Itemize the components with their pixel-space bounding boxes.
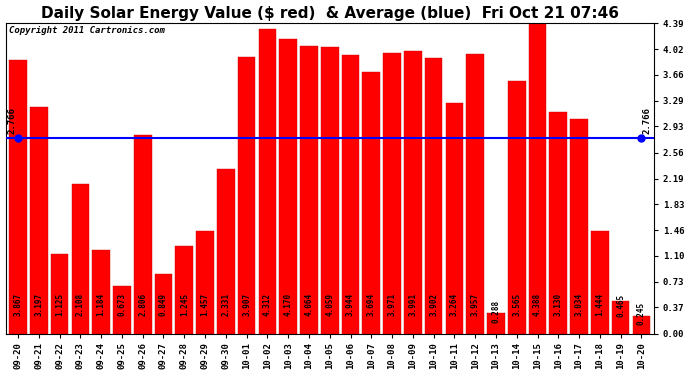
Text: 0.245: 0.245 bbox=[637, 302, 646, 325]
Bar bbox=[51, 254, 68, 333]
Text: 3.991: 3.991 bbox=[408, 293, 417, 316]
Text: 0.849: 0.849 bbox=[159, 293, 168, 316]
Text: 4.312: 4.312 bbox=[263, 293, 272, 316]
Text: 2.766: 2.766 bbox=[8, 108, 17, 134]
Text: 2.331: 2.331 bbox=[221, 293, 230, 316]
Bar bbox=[259, 28, 276, 333]
Bar bbox=[30, 108, 48, 333]
Bar bbox=[9, 60, 27, 333]
Text: Copyright 2011 Cartronics.com: Copyright 2011 Cartronics.com bbox=[9, 26, 165, 35]
Text: 4.170: 4.170 bbox=[284, 293, 293, 316]
Text: 1.125: 1.125 bbox=[55, 293, 64, 316]
Text: 1.457: 1.457 bbox=[201, 293, 210, 316]
Text: 3.907: 3.907 bbox=[242, 293, 251, 316]
Bar bbox=[113, 286, 131, 333]
Bar bbox=[175, 246, 193, 333]
Bar bbox=[591, 231, 609, 333]
Text: 1.184: 1.184 bbox=[97, 293, 106, 316]
Text: 3.034: 3.034 bbox=[575, 293, 584, 316]
Bar bbox=[487, 313, 505, 333]
Bar bbox=[92, 250, 110, 333]
Bar bbox=[425, 58, 442, 333]
Text: 3.197: 3.197 bbox=[34, 293, 43, 316]
Bar bbox=[342, 55, 359, 333]
Text: 3.867: 3.867 bbox=[14, 293, 23, 316]
Text: 4.064: 4.064 bbox=[304, 293, 313, 316]
Bar bbox=[279, 39, 297, 333]
Text: 2.766: 2.766 bbox=[642, 108, 651, 134]
Bar bbox=[72, 184, 89, 333]
Text: 3.944: 3.944 bbox=[346, 293, 355, 316]
Bar bbox=[217, 169, 235, 333]
Text: 2.806: 2.806 bbox=[138, 293, 147, 316]
Text: 3.264: 3.264 bbox=[450, 293, 459, 316]
Bar bbox=[529, 23, 546, 333]
Text: 3.694: 3.694 bbox=[367, 293, 376, 316]
Bar bbox=[321, 46, 339, 333]
Text: 3.902: 3.902 bbox=[429, 293, 438, 316]
Bar bbox=[238, 57, 255, 333]
Bar bbox=[383, 53, 401, 333]
Text: 2.108: 2.108 bbox=[76, 293, 85, 316]
Bar bbox=[300, 46, 318, 333]
Text: 3.971: 3.971 bbox=[388, 293, 397, 316]
Text: 4.388: 4.388 bbox=[533, 293, 542, 316]
Text: 3.130: 3.130 bbox=[554, 293, 563, 316]
Bar bbox=[612, 301, 629, 333]
Bar bbox=[549, 112, 567, 333]
Text: 0.288: 0.288 bbox=[491, 300, 500, 323]
Bar bbox=[404, 51, 422, 333]
Text: 4.059: 4.059 bbox=[325, 293, 334, 316]
Bar bbox=[466, 54, 484, 333]
Text: 3.565: 3.565 bbox=[512, 293, 521, 316]
Text: 1.245: 1.245 bbox=[180, 293, 189, 316]
Bar bbox=[196, 231, 214, 333]
Bar bbox=[633, 316, 650, 333]
Text: 0.465: 0.465 bbox=[616, 294, 625, 317]
Bar bbox=[134, 135, 152, 333]
Text: 0.673: 0.673 bbox=[117, 293, 126, 316]
Bar bbox=[570, 119, 588, 333]
Bar bbox=[446, 103, 463, 333]
Bar bbox=[508, 81, 526, 333]
Bar bbox=[362, 72, 380, 333]
Text: 3.957: 3.957 bbox=[471, 293, 480, 316]
Title: Daily Solar Energy Value ($ red)  & Average (blue)  Fri Oct 21 07:46: Daily Solar Energy Value ($ red) & Avera… bbox=[41, 6, 619, 21]
Bar bbox=[155, 273, 172, 333]
Text: 1.444: 1.444 bbox=[595, 293, 604, 316]
